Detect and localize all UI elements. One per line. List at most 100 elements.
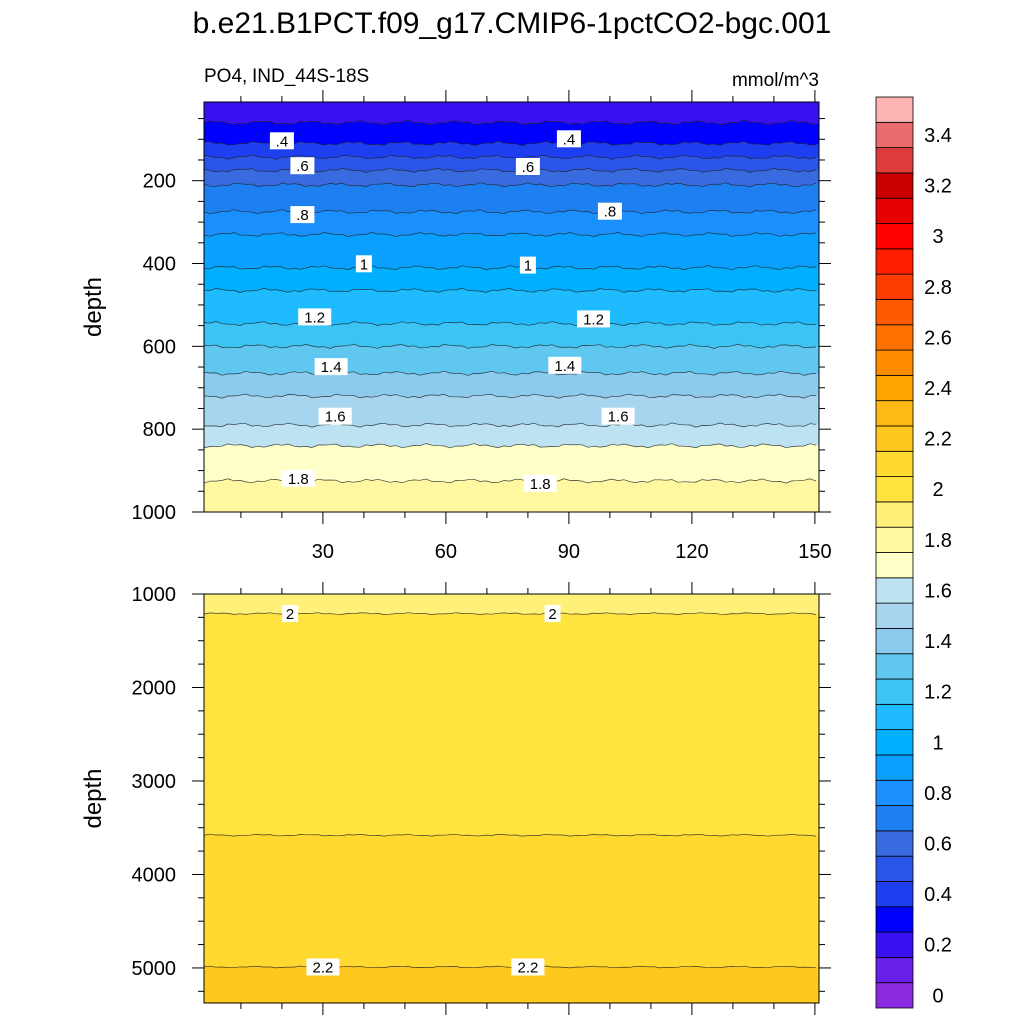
contour-label: 1 (519, 256, 536, 275)
contour-line (203, 265, 817, 271)
colorbar-tick-label: 2.8 (924, 277, 952, 299)
colorbar-box (875, 121, 914, 149)
colorbar-box (875, 830, 914, 857)
label-separator: , (242, 66, 247, 87)
colorbar-box (875, 349, 914, 376)
contour-label: 1 (355, 255, 372, 273)
colorbar-tick-label: 2.4 (924, 378, 952, 400)
y-tick-label: 3000 (132, 771, 177, 793)
contour-label: 2 (544, 605, 561, 623)
contour-label-box (290, 157, 315, 175)
colorbar-box (875, 147, 914, 174)
contour-label-text: 2.2 (517, 960, 538, 977)
contour-band (204, 478, 819, 512)
y-tick-label: 1000 (132, 502, 177, 524)
x-tick-label: 120 (675, 541, 708, 563)
y-tick-label: 800 (143, 419, 176, 441)
colorbar-tick-label: 0.4 (924, 884, 952, 906)
panel-variable-label: PO4 (204, 66, 242, 87)
contour-label-text: .8 (604, 204, 617, 221)
contour-label: 1.4 (314, 358, 348, 376)
colorbar-tick-label: 1.6 (924, 581, 952, 603)
panel-lower: 2 2 2.2 2.2 1000 2000 3000 4000 5000 depth (80, 582, 831, 1015)
contour-label-text: 1.6 (325, 409, 346, 426)
y-tick-label: 600 (143, 336, 176, 358)
contour-line (203, 393, 817, 399)
contour-band (204, 966, 819, 1003)
contour-label-text: 1.8 (288, 471, 309, 488)
colorbar-box (875, 779, 914, 806)
contour-label-box (523, 474, 557, 492)
contour-label-text: .6 (296, 158, 309, 175)
colorbar-box (875, 602, 914, 629)
contour-label-text: 1.2 (304, 309, 325, 326)
contour-label-text: 2 (286, 606, 294, 623)
contour-label-box (282, 605, 299, 623)
contour-label-text: 1.4 (321, 359, 342, 376)
panel-upper: .4 .4 .6 .6 .8 .8 1 1 1.2 1.2 1.4 1.4 1.6 1.6 1.8 1.8 20… (80, 90, 832, 563)
contour-label-box (306, 958, 340, 976)
colorbar-box (875, 374, 914, 402)
x-tick-label: 150 (798, 541, 831, 563)
contour-line (203, 140, 817, 146)
colorbar: 0 0.2 0.4 0.6 0.8 1 1.2 1.4 1.6 1.8 2 2.2 2.4 2.6 2.8 3… (875, 96, 952, 1009)
contour-line (203, 287, 817, 293)
contour-label: 2.2 (511, 958, 545, 977)
contour-label-box (515, 158, 540, 175)
y-tick-label: 400 (143, 254, 176, 276)
contour-label: 2.2 (306, 958, 340, 977)
colorbar-box (875, 855, 914, 882)
colorbar-box (875, 476, 914, 503)
contour-label-box (269, 132, 294, 150)
contour-label-text: 2 (548, 606, 556, 623)
colorbar-box (875, 450, 914, 477)
contour-line (203, 370, 817, 376)
panel-region-label: IND_44S-18S (252, 66, 369, 87)
colorbar-box (875, 906, 914, 933)
colorbar-tick-label: 0.8 (924, 783, 952, 805)
colorbar-tick-label: 2.2 (924, 429, 952, 451)
contour-label: 1.6 (318, 407, 352, 426)
contour-line (203, 182, 817, 188)
colorbar-box (875, 273, 914, 300)
y-axis-label: depth (80, 277, 107, 337)
contour-label: .8 (290, 206, 315, 224)
colorbar-box (875, 96, 914, 123)
colorbar-box (875, 400, 914, 427)
contour-label-box (355, 255, 372, 273)
colorbar-box (875, 653, 914, 680)
colorbar-box (875, 805, 914, 832)
chart-title: b.e21.B1PCT.f09_g17.CMIP6-1pctCO2-bgc.00… (193, 7, 832, 40)
colorbar-box (875, 248, 914, 275)
colorbar-box (875, 931, 914, 958)
colorbar-box (875, 881, 914, 908)
y-tick-label: 2000 (132, 677, 177, 699)
contour-line (203, 612, 817, 615)
contour-line (203, 232, 817, 237)
contour-label: .6 (290, 157, 315, 175)
colorbar-tick-label: 1.8 (924, 530, 952, 552)
colorbar-tick-label: 0.6 (924, 834, 952, 856)
colorbar-tick-label: 2.6 (924, 327, 952, 349)
colorbar-tick-label: 3.2 (924, 176, 952, 198)
contour-label-text: .8 (296, 207, 309, 224)
contour-band (204, 834, 819, 1003)
colorbar-box (875, 324, 914, 351)
contour-label-text: 1 (524, 258, 532, 275)
contour-label-box (511, 958, 545, 976)
y-tick-label: 1000 (132, 584, 177, 606)
contour-label-box (281, 469, 315, 487)
colorbar-tick-label: 1.2 (924, 682, 952, 704)
y-tick-label: 5000 (132, 958, 177, 980)
colorbar-box (875, 197, 914, 224)
colorbar-box (875, 956, 914, 984)
contour-label-box (544, 605, 561, 623)
colorbar-tick-label: 1.4 (924, 631, 952, 653)
contour-label-text: .4 (276, 133, 289, 150)
contour-label: 1.2 (298, 308, 332, 326)
contour-line (203, 422, 817, 428)
contour-label-box (597, 202, 622, 220)
colorbar-box (875, 172, 914, 199)
colorbar-box (875, 982, 914, 1009)
contour-label: 1.8 (281, 469, 315, 488)
